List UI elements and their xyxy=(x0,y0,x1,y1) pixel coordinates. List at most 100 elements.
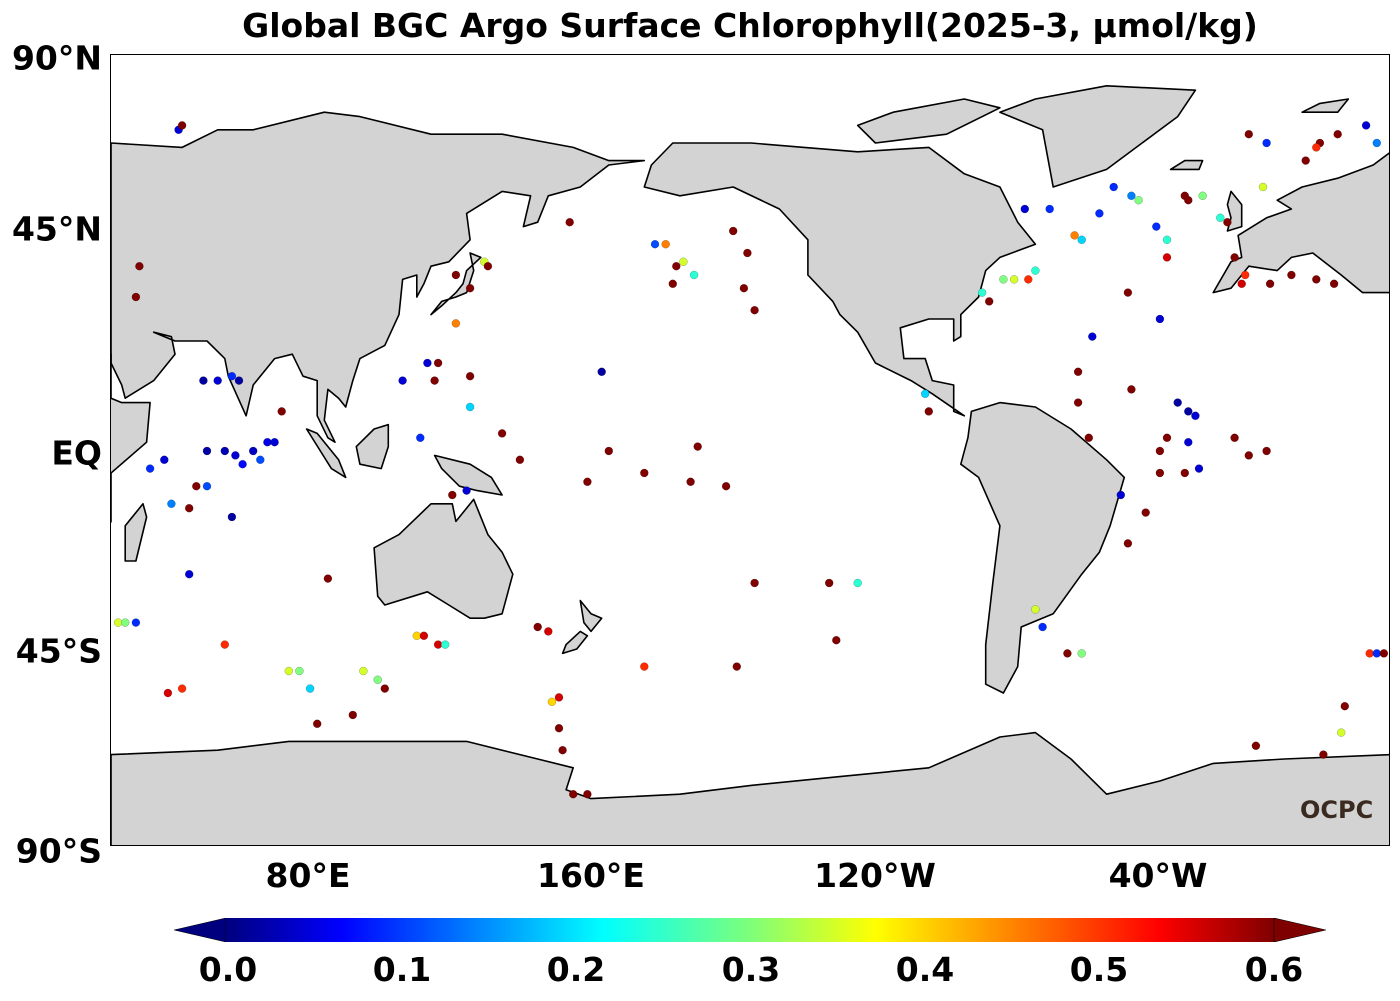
argo-float-point xyxy=(192,481,201,491)
colorbar-extend-max xyxy=(1273,918,1326,942)
argo-float-point xyxy=(1191,411,1200,421)
argo-float-point xyxy=(1134,195,1143,205)
argo-float-point xyxy=(1251,741,1261,751)
argo-float-point xyxy=(544,627,553,636)
colorbar-extend-min xyxy=(174,918,227,942)
land-nz_n xyxy=(579,599,603,633)
y-tick-label: 90°N xyxy=(11,38,102,78)
land-n_america xyxy=(643,142,1037,417)
land-antarctica xyxy=(111,731,1389,845)
argo-float-point xyxy=(750,578,759,588)
argo-float-point xyxy=(1230,253,1239,262)
argo-float-point xyxy=(853,578,862,588)
y-tick-label: 45°N xyxy=(11,209,102,249)
argo-float-point xyxy=(1141,508,1150,517)
land-australia xyxy=(373,498,514,620)
argo-float-point xyxy=(248,446,258,456)
argo-float-point xyxy=(1162,433,1172,443)
argo-float-point xyxy=(1262,446,1271,456)
argo-float-point xyxy=(1070,231,1079,240)
x-tick-label: 80°E xyxy=(265,856,351,895)
argo-float-point xyxy=(220,640,230,649)
argo-float-point xyxy=(668,279,678,289)
argo-float-point xyxy=(1333,129,1342,139)
argo-float-point xyxy=(1173,398,1182,407)
argo-float-point xyxy=(238,459,247,469)
argo-float-point xyxy=(728,226,738,236)
argo-float-point xyxy=(1162,235,1172,245)
colorbar-tick: 0.6 xyxy=(1244,950,1304,989)
colorbar-tick: 0.3 xyxy=(721,950,781,989)
argo-float-point xyxy=(184,503,194,513)
argo-float-point xyxy=(1361,121,1371,130)
argo-float-point xyxy=(1020,204,1030,214)
argo-float-point xyxy=(448,490,457,500)
argo-float-point xyxy=(924,407,934,416)
argo-float-point xyxy=(497,429,507,438)
argo-float-point xyxy=(312,719,322,729)
argo-float-point xyxy=(1329,279,1339,289)
argo-float-point xyxy=(1265,279,1275,289)
argo-float-point xyxy=(650,239,660,249)
argo-float-point xyxy=(1340,701,1350,711)
argo-float-point xyxy=(373,675,382,685)
argo-float-point xyxy=(451,319,461,328)
argo-float-point xyxy=(1184,407,1193,416)
map-plot-area[interactable] xyxy=(110,54,1390,846)
argo-float-point xyxy=(462,486,471,495)
argo-float-point xyxy=(604,446,614,456)
argo-float-point xyxy=(412,631,422,641)
argo-float-point xyxy=(750,305,759,315)
argo-float-point xyxy=(295,666,304,676)
argo-float-point xyxy=(270,437,279,447)
argo-float-point xyxy=(213,376,222,385)
colorbar-tick: 0.5 xyxy=(1069,950,1129,989)
argo-float-point xyxy=(145,464,155,473)
colorbar-tick: 0.2 xyxy=(546,950,606,989)
argo-float-point xyxy=(1184,195,1193,205)
argo-float-point xyxy=(227,512,237,522)
x-tick-label: 120°W xyxy=(814,856,936,895)
argo-float-point xyxy=(1073,398,1083,407)
argo-float-point xyxy=(1262,138,1271,148)
argo-float-point xyxy=(1180,468,1190,478)
argo-float-point xyxy=(231,451,240,460)
argo-float-point xyxy=(465,371,475,381)
colorbar-tick: 0.1 xyxy=(372,950,432,989)
argo-float-point xyxy=(1379,649,1389,658)
argo-float-point xyxy=(177,121,187,130)
land-eurasia xyxy=(111,111,646,444)
argo-float-point xyxy=(323,574,333,583)
argo-float-point xyxy=(120,618,130,627)
argo-float-point xyxy=(184,569,194,579)
argo-float-point xyxy=(1063,649,1072,658)
land-africa xyxy=(111,352,151,524)
argo-float-point xyxy=(739,283,749,293)
argo-float-point xyxy=(465,283,475,293)
argo-float-point xyxy=(1095,209,1104,218)
argo-float-point xyxy=(305,684,315,693)
argo-float-point xyxy=(1244,451,1254,460)
argo-float-point xyxy=(824,578,834,588)
argo-float-point xyxy=(423,358,432,368)
argo-float-point xyxy=(1372,138,1382,148)
argo-float-point xyxy=(1031,266,1040,275)
argo-float-point xyxy=(256,455,265,465)
argo-float-point xyxy=(430,376,439,385)
argo-float-point xyxy=(565,217,574,227)
land-madagascar xyxy=(124,502,148,562)
argo-float-point xyxy=(1084,433,1094,443)
argo-float-point xyxy=(1123,288,1133,297)
x-tick-label: 160°E xyxy=(537,856,645,895)
land-iceland xyxy=(1169,159,1204,171)
argo-float-point xyxy=(1116,490,1126,500)
argo-float-point xyxy=(1127,191,1136,201)
argo-float-point xyxy=(277,407,286,416)
argo-float-point xyxy=(1194,464,1204,473)
argo-float-point xyxy=(1038,622,1047,632)
argo-float-point xyxy=(686,477,695,487)
argo-float-point xyxy=(1198,191,1207,201)
argo-float-point xyxy=(433,358,443,368)
argo-float-point xyxy=(1287,270,1296,280)
land-svalbard xyxy=(1301,98,1350,114)
